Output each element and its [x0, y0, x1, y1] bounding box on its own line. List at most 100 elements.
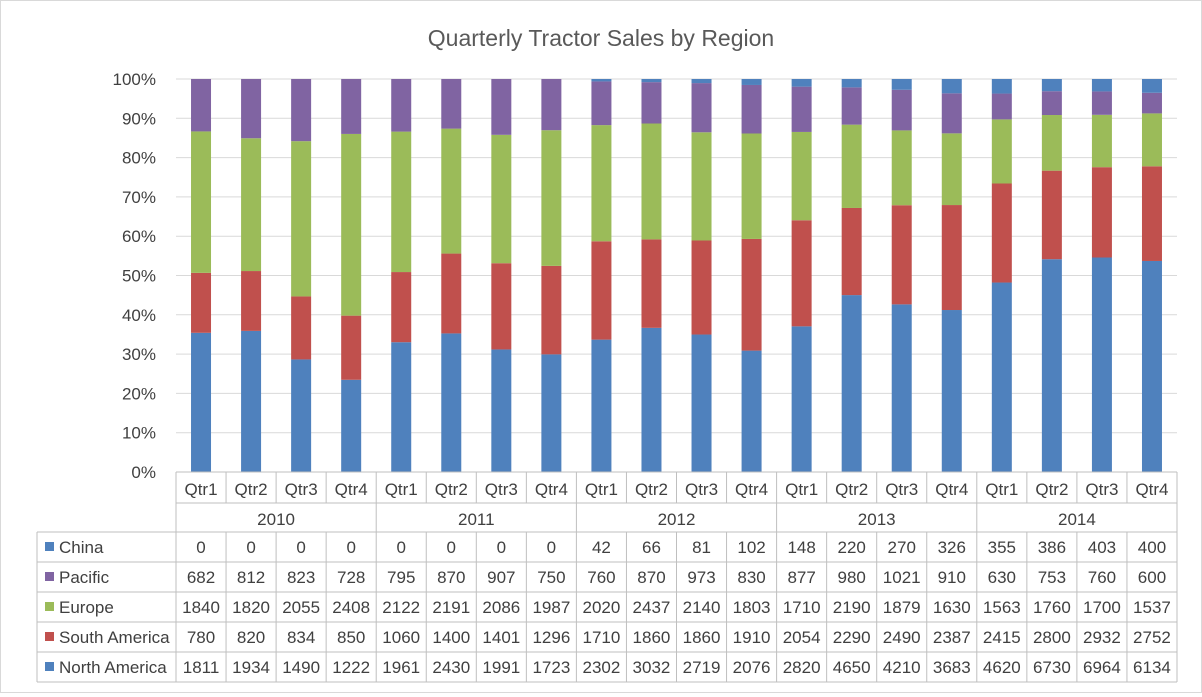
bar-segment-europe	[741, 133, 762, 239]
bar-segment-south-america	[441, 253, 462, 334]
data-table-value: 2490	[883, 628, 921, 647]
data-table-value: 1879	[883, 598, 921, 617]
bar-segment-north-america	[541, 354, 562, 472]
y-tick-label: 80%	[122, 149, 156, 168]
x-tick-label-quarter: Qtr4	[735, 480, 768, 499]
data-table-value: 1630	[933, 598, 971, 617]
bar-segment-europe	[891, 130, 912, 206]
data-table-value: 0	[296, 538, 305, 557]
bar-segment-north-america	[441, 333, 462, 472]
data-table-value: 4650	[833, 658, 871, 677]
data-table-value: 1910	[733, 628, 771, 647]
x-tick-label-quarter: Qtr1	[385, 480, 418, 499]
data-table-value: 6964	[1083, 658, 1121, 677]
bars	[191, 79, 1162, 472]
legend-key-pacific	[45, 572, 54, 581]
bar-segment-south-america	[1141, 166, 1162, 261]
data-table-value: 102	[737, 538, 765, 557]
bar-segment-china	[991, 79, 1012, 94]
data-table-value: 0	[196, 538, 205, 557]
data-table-value: 1710	[783, 598, 821, 617]
data-table-value: 2408	[332, 598, 370, 617]
data-table-value: 386	[1038, 538, 1066, 557]
data-table-value: 820	[237, 628, 265, 647]
x-tick-label-year: 2011	[458, 510, 495, 529]
bar-segment-pacific	[541, 79, 562, 131]
data-table-value: 973	[687, 568, 715, 587]
data-table-value: 2820	[783, 658, 821, 677]
bar-segment-south-america	[841, 207, 862, 296]
x-tick-label-quarter: Qtr4	[1135, 480, 1168, 499]
bar-segment-north-america	[291, 359, 312, 472]
bar-segment-europe	[191, 131, 212, 273]
data-table-value: 2752	[1133, 628, 1171, 647]
legend-key-south-america	[45, 632, 54, 641]
legend-label-south-america: South America	[59, 628, 170, 647]
data-table-value: 3032	[633, 658, 671, 677]
data-table-value: 6134	[1133, 658, 1171, 677]
x-tick-label-year: 2012	[658, 510, 696, 529]
x-tick-label-quarter: Qtr2	[435, 480, 468, 499]
bar-segment-north-america	[341, 379, 362, 472]
bar-segment-north-america	[1091, 257, 1112, 472]
bar-segment-south-america	[941, 205, 962, 311]
legend-key-europe	[45, 602, 54, 611]
data-table-value: 1700	[1083, 598, 1121, 617]
bar-segment-europe	[341, 133, 362, 316]
data-table-value: 728	[337, 568, 365, 587]
data-table-value: 1563	[983, 598, 1021, 617]
data-table-value: 2122	[382, 598, 420, 617]
y-tick-label: 50%	[122, 267, 156, 286]
bar-segment-pacific	[341, 79, 362, 134]
data-table-value: 2932	[1083, 628, 1121, 647]
bar-segment-south-america	[591, 241, 612, 340]
x-tick-label-quarter: Qtr4	[535, 480, 568, 499]
bar-segment-europe	[541, 130, 562, 266]
x-tick-label-quarter: Qtr4	[935, 480, 968, 499]
data-table-value: 760	[587, 568, 615, 587]
bar-segment-south-america	[291, 296, 312, 360]
legend-label-china: China	[59, 538, 104, 557]
x-tick-label-year: 2014	[1058, 510, 1096, 529]
y-tick-label: 0%	[131, 463, 156, 482]
data-table-value: 830	[737, 568, 765, 587]
bar-segment-europe	[441, 128, 462, 254]
data-table-value: 2076	[733, 658, 771, 677]
bar-segment-europe	[991, 119, 1012, 184]
data-table-value: 355	[988, 538, 1016, 557]
data-table-value: 148	[787, 538, 815, 557]
bar-segment-pacific	[591, 81, 612, 126]
bar-segment-pacific	[291, 79, 312, 142]
bar-segment-europe	[791, 131, 812, 221]
data-table-value: 910	[938, 568, 966, 587]
bar-segment-europe	[941, 133, 962, 206]
bar-segment-south-america	[1041, 170, 1062, 260]
bar-segment-china	[741, 79, 762, 85]
data-table-value: 2302	[583, 658, 621, 677]
data-table-value: 403	[1088, 538, 1116, 557]
x-tick-label-quarter: Qtr4	[335, 480, 368, 499]
data-table-value: 2290	[833, 628, 871, 647]
bar-segment-europe	[641, 123, 662, 240]
data-table-value: 795	[387, 568, 415, 587]
data-table-value: 1991	[482, 658, 520, 677]
bar-segment-europe	[1091, 114, 1112, 168]
bar-segment-north-america	[841, 295, 862, 472]
data-table-value: 1296	[532, 628, 570, 647]
bar-segment-north-america	[241, 330, 262, 472]
data-table-value: 870	[437, 568, 465, 587]
data-table-value: 877	[787, 568, 815, 587]
data-table-value: 870	[637, 568, 665, 587]
data-table-value: 1934	[232, 658, 270, 677]
x-tick-label-quarter: Qtr1	[585, 480, 618, 499]
bar-segment-pacific	[691, 83, 712, 133]
bar-segment-pacific	[891, 89, 912, 131]
bar-segment-china	[791, 79, 812, 87]
data-table-value: 1961	[382, 658, 420, 677]
bar-segment-north-america	[191, 332, 212, 472]
data-table-value: 66	[642, 538, 661, 557]
x-tick-label-quarter: Qtr1	[985, 480, 1018, 499]
y-tick-label: 70%	[122, 188, 156, 207]
legend-label-europe: Europe	[59, 598, 114, 617]
